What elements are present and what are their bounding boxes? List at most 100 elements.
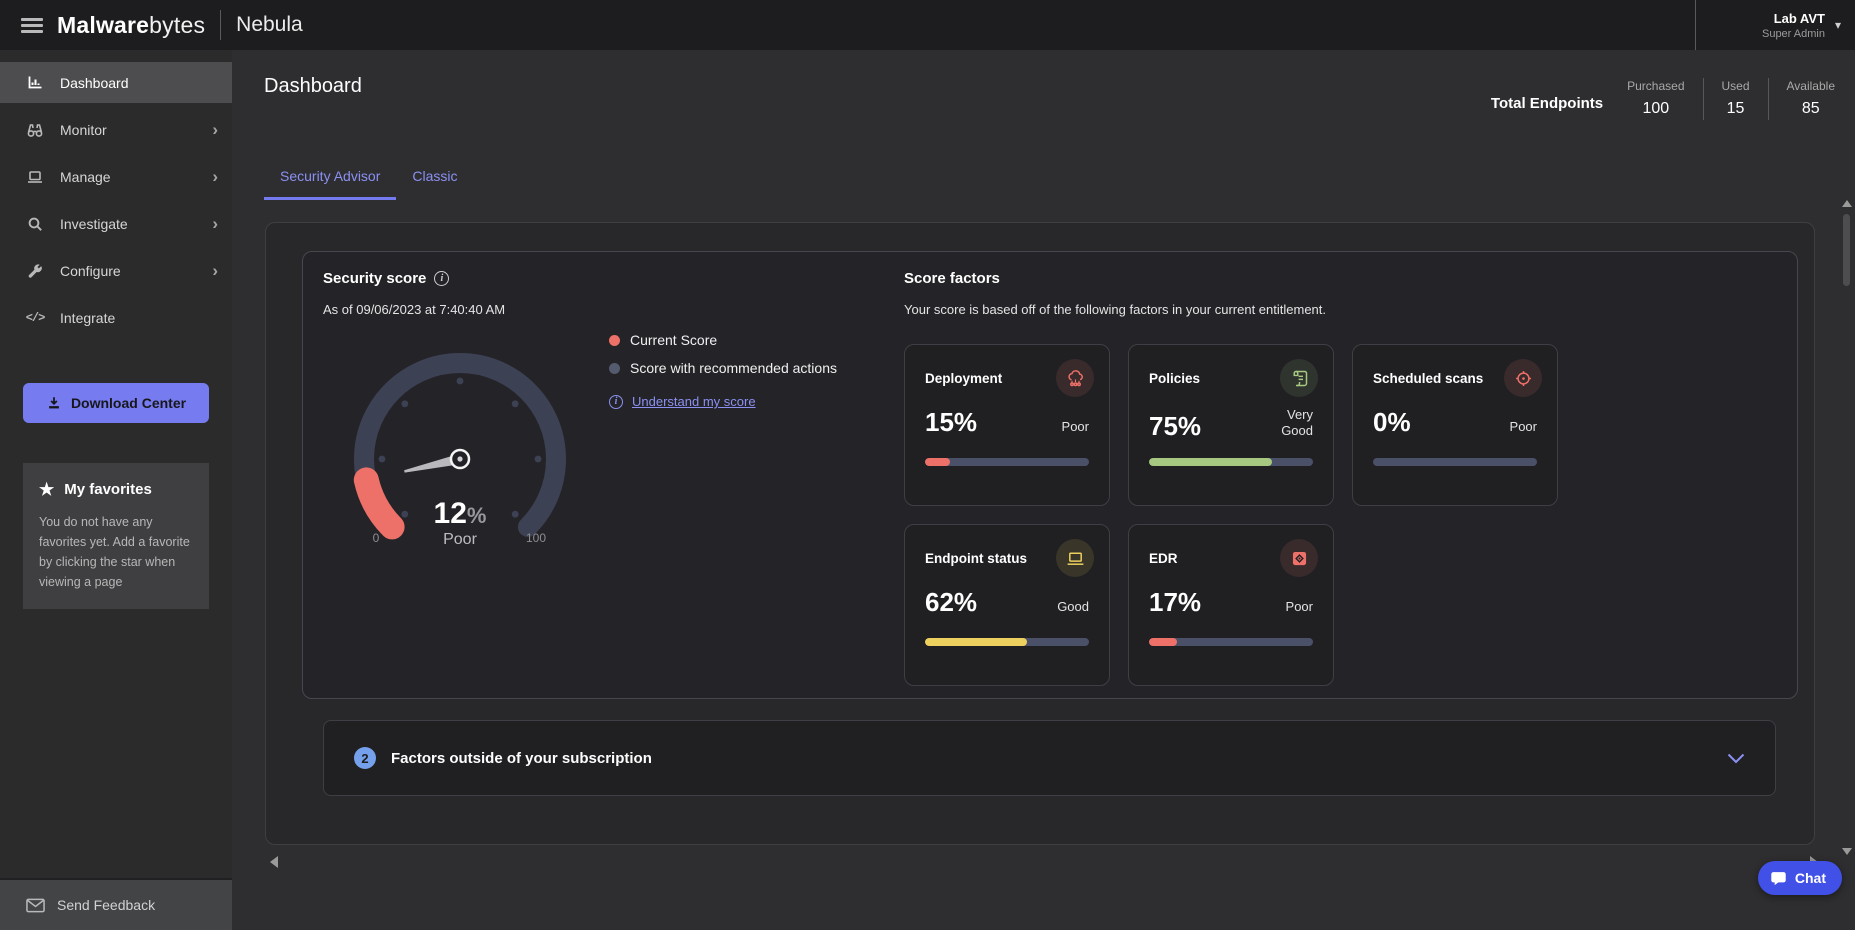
gauge-min-label: 0: [372, 531, 380, 545]
sidebar: Dashboard Monitor › Manage › Investigate…: [0, 50, 232, 930]
envelope-icon: [26, 898, 45, 912]
stat-label: Used: [1721, 79, 1750, 93]
sidebar-item-dashboard[interactable]: Dashboard: [0, 62, 232, 103]
sidebar-item-label: Monitor: [60, 121, 107, 138]
sidebar-item-manage[interactable]: Manage ›: [0, 156, 232, 197]
gauge-max-label: 100: [525, 531, 547, 545]
sidebar-item-configure[interactable]: Configure ›: [0, 250, 232, 291]
factor-progress-fill: [1149, 458, 1272, 466]
divider: [220, 10, 222, 40]
divider: [1702, 78, 1704, 120]
legend-dot-current: [609, 334, 620, 346]
factor-percent: 62%: [925, 587, 978, 617]
factor-name: Endpoint status: [925, 551, 1027, 566]
factor-percent: 75%: [1149, 411, 1202, 441]
laptop-icon: [26, 168, 44, 186]
factor-progress-bar: [925, 458, 1089, 466]
scroll-down-arrow[interactable]: [1842, 848, 1852, 855]
understand-score-link[interactable]: i Understand my score: [609, 394, 837, 409]
gauge-value: 12%: [433, 497, 487, 530]
factor-status: Poor: [1285, 599, 1313, 614]
product-name: Nebula: [236, 13, 303, 36]
legend-label: Score with recommended actions: [630, 360, 837, 376]
caret-down-icon[interactable]: ▾: [1834, 18, 1841, 32]
malwarebytes-logo: Malwarebytes: [57, 12, 205, 39]
info-icon[interactable]: i: [434, 271, 450, 286]
scroll-up-arrow[interactable]: [1842, 200, 1852, 207]
download-icon: [49, 397, 59, 409]
gauge-status: Poor: [443, 531, 477, 548]
score-factor-cards: Deployment 15% Poor Policies: [904, 344, 1558, 686]
sidebar-item-label: Investigate: [60, 215, 128, 232]
factor-percent: 0%: [1373, 407, 1411, 437]
chat-label: Chat: [1794, 870, 1826, 886]
deployment-cloud-icon: [1056, 359, 1094, 397]
chat-bubble-icon: [1771, 871, 1786, 885]
sidebar-item-label: Manage: [60, 168, 111, 185]
factor-card: Endpoint status 62% Good: [904, 524, 1110, 686]
edr-box-icon: [1280, 539, 1318, 577]
sidebar-item-integrate[interactable]: </> Integrate: [0, 297, 232, 338]
page-title: Dashboard: [264, 75, 362, 97]
chat-button[interactable]: Chat: [1757, 861, 1842, 895]
factor-card: Deployment 15% Poor: [904, 344, 1110, 506]
menu-icon[interactable]: [21, 15, 43, 36]
factor-card: Scheduled scans 0% Poor: [1352, 344, 1558, 506]
divider: [1694, 0, 1696, 50]
tab-classic[interactable]: Classic: [412, 168, 458, 184]
factor-progress-fill: [925, 638, 1027, 646]
scan-target-icon: [1504, 359, 1542, 397]
factor-card: Policies 75% Very Good: [1128, 344, 1334, 506]
count-badge: 2: [354, 747, 376, 769]
sidebar-item-label: Configure: [60, 262, 121, 279]
factor-percent: 15%: [925, 407, 978, 437]
sidebar-item-investigate[interactable]: Investigate ›: [0, 203, 232, 244]
stat-value: 100: [1642, 100, 1670, 117]
download-center-button[interactable]: Download Center: [23, 383, 209, 423]
scrollbar-thumb[interactable]: [1843, 214, 1850, 286]
tab-security-advisor[interactable]: Security Advisor: [264, 158, 397, 200]
endpoint-laptop-icon: [1056, 539, 1094, 577]
gauge-track-arc: [354, 353, 566, 537]
stat-label: Available: [1786, 79, 1835, 93]
favorites-title: My favorites: [64, 481, 152, 498]
dashboard-tabs: Security Advisor Classic: [264, 158, 474, 200]
factor-progress-fill: [1149, 638, 1177, 646]
score-factors-title: Score factors: [904, 270, 1000, 287]
gauge-legend: Current Score Score with recommended act…: [609, 332, 837, 409]
favorites-empty-text: You do not have any favorites yet. Add a…: [39, 515, 190, 589]
factor-card: EDR 17% Poor: [1128, 524, 1334, 686]
factor-percent: 17%: [1149, 587, 1202, 617]
scroll-left-arrow[interactable]: [270, 856, 278, 868]
sidebar-item-monitor[interactable]: Monitor ›: [0, 109, 232, 150]
account-menu[interactable]: Lab AVT Super Admin: [1762, 11, 1825, 40]
understand-score-label[interactable]: Understand my score: [632, 394, 756, 409]
factor-progress-bar: [1149, 638, 1313, 646]
stat-available: Available 85: [1783, 79, 1839, 120]
score-timestamp: As of 09/06/2023 at 7:40:40 AM: [323, 302, 506, 317]
factor-progress-bar: [925, 638, 1089, 646]
chevron-right-icon: ›: [212, 214, 218, 233]
topbar: Malwarebytes Nebula Lab AVT Super Admin …: [0, 0, 1855, 50]
vertical-scrollbar[interactable]: [1842, 200, 1852, 855]
policy-scroll-icon: [1280, 359, 1318, 397]
factors-outside-accordion[interactable]: 2 Factors outside of your subscription: [323, 720, 1776, 796]
stat-label: Purchased: [1627, 79, 1685, 93]
factor-name: Deployment: [925, 371, 1003, 386]
star-icon: ★: [39, 480, 55, 499]
sidebar-item-label: Integrate: [60, 309, 116, 326]
gauge-needle: [404, 454, 460, 473]
factor-status: Good: [1057, 599, 1089, 614]
factor-progress-fill: [925, 458, 950, 466]
code-icon: </>: [25, 310, 46, 325]
chevron-down-icon[interactable]: [1727, 753, 1745, 764]
stat-used: Used 15: [1718, 79, 1754, 120]
brand-light: bytes: [149, 11, 206, 38]
legend-label: Current Score: [630, 332, 718, 348]
factor-name: Scheduled scans: [1373, 371, 1484, 386]
account-role: Super Admin: [1761, 27, 1825, 40]
bar-chart-icon: [26, 74, 44, 92]
main-content: Dashboard Total Endpoints Purchased 100 …: [232, 50, 1855, 930]
stat-purchased: Purchased 100: [1623, 79, 1688, 120]
send-feedback-button[interactable]: Send Feedback: [0, 878, 232, 930]
